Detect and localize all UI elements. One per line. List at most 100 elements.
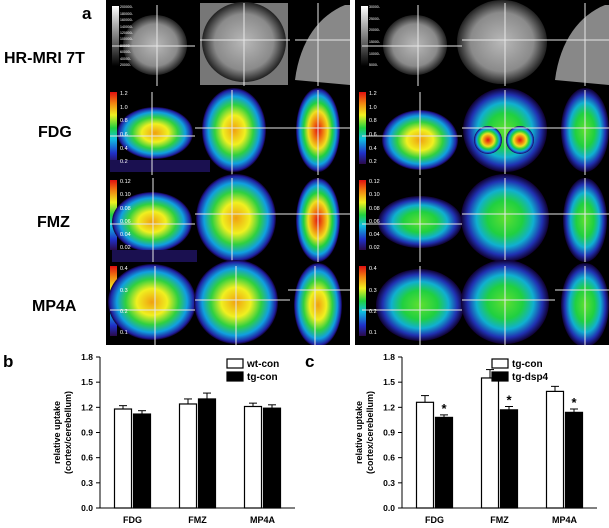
colorbar-tick-label: 0.8: [369, 118, 377, 125]
chart-b: 0.0 0.3 0.6 0.9 1.2 1.5 1.8 relative uptake(cor…: [52, 352, 295, 525]
colorbar-tick-label: 0.10: [120, 192, 131, 199]
x-tick-label: FDG: [123, 515, 142, 525]
y-tick-label: 0.3: [81, 478, 93, 488]
significance-marker: *: [441, 401, 447, 416]
bar-tg-con: [415, 401, 435, 509]
y-tick-label: 0.3: [383, 478, 395, 488]
row-label-fdg: FDG: [38, 124, 72, 141]
colorbar-tick-label: 60000-: [120, 50, 131, 55]
x-tick-label: FMZ: [188, 515, 207, 525]
y-tick-label: 0.9: [81, 428, 93, 438]
colorbar-tick-label: 0.4: [369, 145, 377, 152]
fmz-row: [110, 174, 609, 262]
colorbar-tick-label: 0.2: [120, 159, 128, 166]
colorbar-tick-label: 5000-: [369, 63, 378, 68]
bar-tg-dsp4: [434, 416, 454, 509]
colorbar-tick-label: 0.08: [369, 205, 380, 212]
colorbar-tick-label: 15000-: [369, 40, 380, 45]
colorbar-tick-label: 200000-: [120, 5, 133, 10]
colorbar-tick-label: 0.1: [369, 330, 377, 337]
bar-tg-con: [132, 413, 152, 509]
colorbar-tick-label: 20000-: [120, 63, 131, 68]
legend-swatch: [226, 358, 244, 369]
x-tick-label: FMZ: [490, 515, 509, 525]
colorbar-tick-label: 0.06: [120, 218, 131, 225]
colorbar-tick-label: 100000-: [120, 37, 133, 42]
colorbar-tick-label: 1.0: [120, 104, 128, 111]
legend-swatch: [491, 371, 509, 382]
colorbar-tick-label: 10000-: [369, 51, 380, 56]
legend-label: wt-con: [246, 359, 279, 370]
panel-a-image-grid: [106, 0, 609, 345]
colorbar-tick-label: 0.2: [120, 308, 128, 315]
legend-label: tg-con: [512, 359, 543, 370]
x-tick-label: MP4A: [250, 515, 276, 525]
x-tick-label: FDG: [425, 515, 444, 525]
row-label-mp4a: MP4A: [32, 298, 77, 315]
bar-tg-dsp4: [499, 409, 519, 509]
colorbar-tick-label: 0.12: [369, 179, 380, 186]
colorbar-tick-label: 0.3: [120, 287, 128, 294]
legend-swatch: [491, 358, 509, 369]
mp4a-row: [108, 260, 609, 345]
y-tick-label: 1.8: [81, 352, 93, 362]
colorbar-tick-label: 140000-: [120, 24, 133, 29]
colorbar-tick-label: 0.02: [369, 245, 380, 252]
bar-tg-con: [197, 398, 217, 509]
colorbar-tick-label: 0.6: [120, 132, 128, 139]
colorbar-tick-label: 120000-: [120, 31, 133, 36]
colorbar-tick-label: 0.06: [369, 218, 380, 225]
y-tick-label: 0.6: [81, 453, 93, 463]
bar-tg-con: [480, 377, 500, 509]
colorbar-tick-label: 25000-: [369, 16, 380, 21]
bar-wt-con: [178, 403, 198, 509]
y-tick-label: 0.6: [383, 453, 395, 463]
x-tick-label: MP4A: [552, 515, 578, 525]
chart-c: 0.0 0.3 0.6 0.9 1.2 1.5 1.8 relative uptake(cor…: [354, 352, 597, 525]
bar-wt-con: [113, 408, 133, 509]
row-label-fmz: FMZ: [37, 214, 70, 231]
bar-tg-con: [262, 407, 282, 509]
y-tick-label: 1.2: [81, 402, 93, 412]
colorbar-tick-label: 0.08: [120, 205, 131, 212]
colorbar-tick-label: 0.4: [120, 266, 128, 273]
colorbar-tick-label: 0.04: [120, 232, 131, 239]
fdg-row: [110, 88, 609, 175]
colorbar-tick-label: 0.10: [369, 192, 380, 199]
colorbar-tick-label: 0.2: [369, 159, 377, 166]
legend-label: tg-con: [247, 372, 278, 383]
colorbar-tick-label: 40000-: [120, 56, 131, 61]
colorbar-tick-label: 0.12: [120, 179, 131, 186]
colorbar-tick-label: 0.6: [369, 132, 377, 139]
colorbar-tick-label: 0.2: [369, 308, 377, 315]
y-tick-label: 1.8: [383, 352, 395, 362]
bar-tg-con: [545, 390, 565, 509]
y-tick-label: 1.5: [81, 377, 93, 387]
colorbar-tick-label: 0.04: [369, 232, 380, 239]
significance-marker: *: [506, 392, 512, 407]
colorbar-tick-label: 0.02: [120, 245, 131, 252]
colorbar-tick-label: 80000-: [120, 43, 131, 48]
colorbar-tick-label: 20000-: [369, 28, 380, 33]
colorbar-tick-label: 0.8: [120, 118, 128, 125]
colorbar-tick-label: 1.2: [369, 91, 377, 98]
bar-wt-con: [243, 405, 263, 509]
y-tick-label: 0.0: [81, 503, 93, 513]
panel-a-letter: a: [82, 4, 92, 23]
mri-row: [112, 0, 609, 86]
y-tick-label: 1.2: [383, 402, 395, 412]
colorbar-tick-label: 0.4: [120, 145, 128, 152]
colorbar-tick-label: 0.4: [369, 266, 377, 273]
panel-c-letter: c: [305, 352, 315, 371]
row-label-mri: HR-MRI 7T: [4, 50, 85, 67]
significance-marker: *: [571, 395, 577, 410]
bar-tg-dsp4: [564, 411, 584, 509]
legend-swatch: [226, 371, 244, 382]
y-tick-label: 1.5: [383, 377, 395, 387]
colorbar-tick-label: 1.2: [120, 91, 128, 98]
colorbar-tick-label: 0.1: [120, 330, 128, 337]
colorbar-tick-label: 30000-: [369, 5, 380, 10]
legend-label: tg-dsp4: [512, 372, 549, 383]
charts-svg: 0.0 0.3 0.6 0.9 1.2 1.5 1.8 relative uptake(cor…: [52, 352, 597, 525]
colorbar-tick-label: 1.0: [369, 104, 377, 111]
